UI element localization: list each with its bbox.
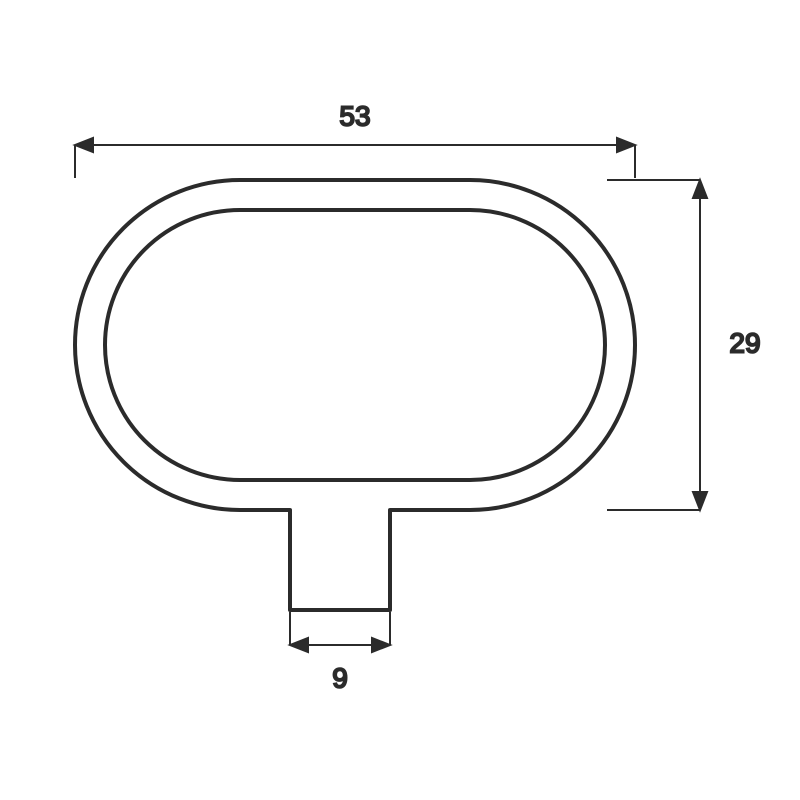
- dim-height-label: 29: [729, 327, 760, 358]
- dim-stem-label: 9: [332, 662, 348, 693]
- dim-width-label: 53: [339, 100, 370, 131]
